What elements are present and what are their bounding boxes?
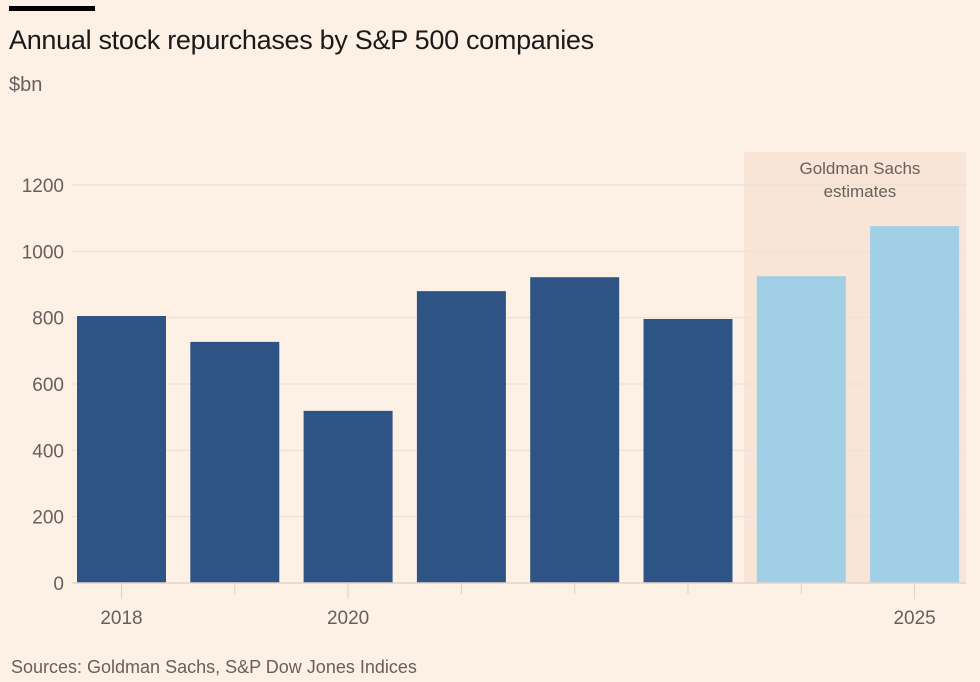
y-tick-label: 600 (32, 375, 64, 396)
bar (190, 341, 280, 583)
y-tick-label: 0 (53, 574, 64, 595)
bar (530, 277, 620, 583)
chart-unit-label: $bn (9, 74, 43, 96)
chart-source: Sources: Goldman Sachs, S&P Dow Jones In… (11, 657, 417, 677)
estimate-annotation-line: estimates (824, 182, 897, 201)
x-tick-label: 2018 (100, 608, 142, 629)
brand-top-bar (9, 6, 95, 11)
x-tick-label: 2020 (327, 608, 369, 629)
bar (416, 291, 506, 583)
bar (643, 318, 733, 583)
bar-estimate (756, 276, 846, 583)
bar (77, 316, 166, 583)
y-tick-label: 800 (32, 309, 64, 330)
y-tick-label: 1200 (22, 176, 64, 197)
y-tick-label: 200 (32, 508, 64, 529)
x-tick-label: 2025 (893, 608, 935, 629)
bar (303, 410, 393, 583)
y-tick-label: 1000 (22, 242, 64, 263)
chart-title: Annual stock repurchases by S&P 500 comp… (9, 25, 594, 55)
estimate-annotation-line: Goldman Sachs (799, 159, 920, 178)
bar-estimate (870, 226, 960, 584)
y-tick-label: 400 (32, 441, 64, 462)
